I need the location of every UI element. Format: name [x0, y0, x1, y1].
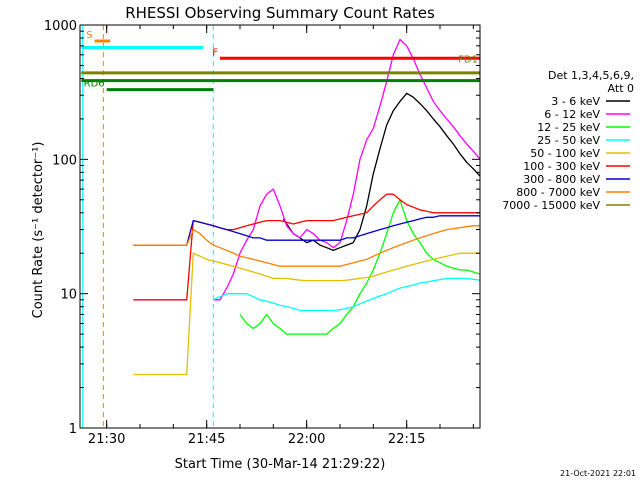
legend-label-4: 50 - 100 keV — [530, 147, 600, 160]
axes-layer: 21:30 21:45 22:00 22:15 1 10 100 1000 — [44, 19, 481, 447]
series-line-2 — [239, 199, 480, 335]
legend-label-7: 800 - 7000 keV — [516, 186, 600, 199]
series-line-4 — [133, 252, 480, 376]
legend-label-3: 25 - 50 keV — [537, 134, 600, 147]
y-tick-label-2: 100 — [52, 153, 77, 168]
y-axis-label: Count Rate (s⁻¹ detector⁻¹) — [31, 142, 46, 319]
segment-label-6: RD6 — [84, 79, 105, 90]
legend-label-0: 3 - 6 keV — [551, 95, 600, 108]
legend-label-2: 12 - 25 keV — [537, 121, 600, 134]
chart-title: RHESSI Observing Summary Count Rates — [125, 4, 435, 22]
series-line-3 — [213, 277, 480, 312]
legend-label-5: 100 - 300 keV — [523, 160, 600, 173]
y-tick-label-3: 1000 — [44, 19, 77, 34]
segment-label-1: N — [72, 36, 79, 47]
segment-label-0: S — [86, 30, 92, 41]
plot-frame — [79, 24, 481, 429]
x-tick-label-1: 21:45 — [188, 432, 225, 447]
legend-header-0: Det 1,3,4,5,6,9, — [548, 69, 634, 82]
x-tick-label-2: 22:00 — [288, 432, 325, 447]
segment-label-5: RD0 — [58, 70, 79, 81]
legend-label-6: 300 - 800 keV — [523, 173, 600, 186]
x-axis-label: Start Time (30-Mar-14 21:29:22) — [175, 457, 386, 472]
legend-label-8: 7000 - 15000 keV — [502, 199, 600, 212]
y-tick-label-0: 1 — [69, 422, 77, 437]
series-line-1 — [213, 38, 480, 301]
segment-label-3: FD1 — [458, 54, 478, 65]
y-tick-label-1: 10 — [60, 288, 77, 303]
legend-header-1: Att 0 — [608, 82, 634, 95]
series-line-7 — [133, 225, 480, 267]
segment-label-4: FD2 — [60, 62, 80, 73]
series-line-0 — [282, 92, 480, 252]
segment-label-2: F — [212, 47, 218, 58]
series-layer — [82, 25, 480, 428]
x-tick-label-3: 22:15 — [388, 432, 425, 447]
series-line-6 — [133, 215, 480, 246]
x-tick-label-0: 21:30 — [88, 432, 125, 447]
footer-timestamp: 21-Oct-2021 22:01 — [560, 469, 636, 478]
legend-label-1: 6 - 12 keV — [544, 108, 600, 121]
